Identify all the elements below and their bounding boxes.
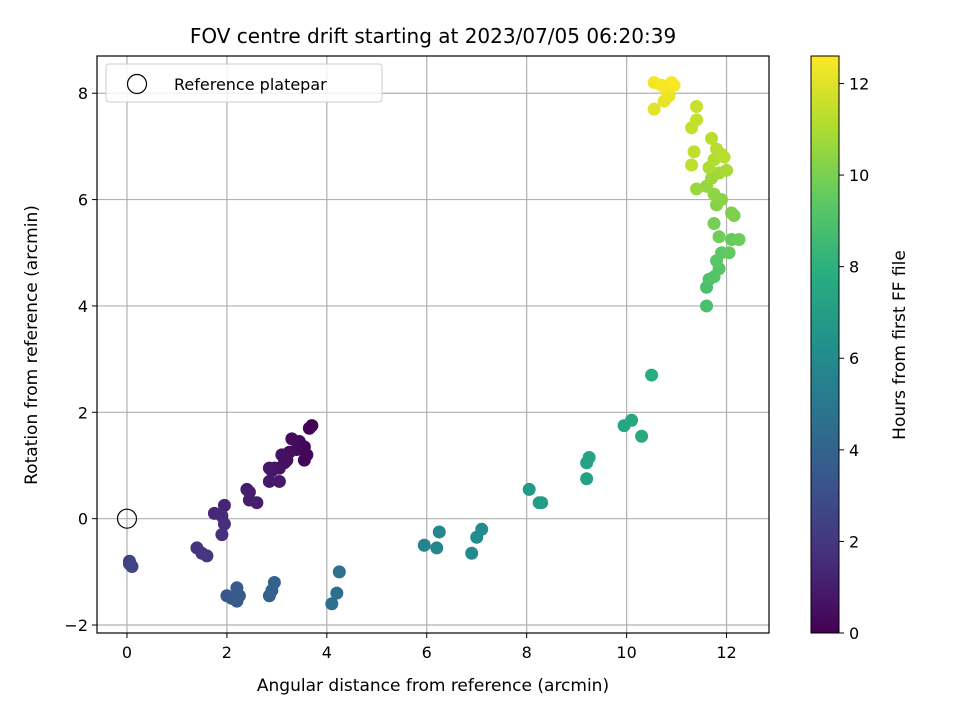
colorbar-tick-label: 8 xyxy=(849,258,859,277)
data-point xyxy=(687,145,701,159)
grid-lines xyxy=(97,56,769,633)
y-axis-title: Rotation from reference (arcmin) xyxy=(22,205,42,485)
data-point xyxy=(582,451,596,465)
data-point xyxy=(707,217,721,231)
data-point xyxy=(285,432,299,446)
data-point xyxy=(685,158,699,172)
x-tick-label: 0 xyxy=(122,643,132,662)
y-tick-label: 2 xyxy=(78,403,88,422)
data-point xyxy=(302,421,316,435)
data-point xyxy=(217,498,231,512)
data-point xyxy=(635,429,649,443)
data-point xyxy=(217,517,231,531)
data-point xyxy=(645,368,659,382)
data-point xyxy=(267,575,281,589)
data-point xyxy=(227,591,241,605)
colorbar xyxy=(810,55,840,634)
y-tick-label: 6 xyxy=(78,191,88,210)
data-point xyxy=(522,482,536,496)
legend-marker-icon xyxy=(126,73,148,95)
data-point xyxy=(125,560,139,574)
data-point xyxy=(720,163,734,177)
data-point xyxy=(580,472,594,486)
data-point xyxy=(272,474,286,488)
legend: Reference platepar xyxy=(105,63,383,103)
colorbar-ticks: 0 2 4 6 8 10 12 xyxy=(839,74,869,643)
data-point xyxy=(262,461,276,475)
data-point xyxy=(655,78,669,92)
data-point xyxy=(262,474,276,488)
data-point xyxy=(690,113,704,127)
y-tick-label: −2 xyxy=(64,616,88,635)
data-point xyxy=(690,100,704,114)
data-point xyxy=(430,541,444,555)
colorbar-tick-label: 12 xyxy=(849,74,869,93)
colorbar-tick-label: 4 xyxy=(849,441,859,460)
colorbar-tick-label: 10 xyxy=(849,166,869,185)
plot-frame xyxy=(96,55,770,634)
data-point xyxy=(330,586,344,600)
data-point xyxy=(417,538,431,552)
colorbar-tick-label: 6 xyxy=(849,349,859,368)
x-tick-label: 2 xyxy=(222,643,232,662)
data-point xyxy=(215,528,229,542)
legend-label: Reference platepar xyxy=(174,75,327,94)
colorbar-tick-label: 2 xyxy=(849,532,859,551)
x-tick-label: 6 xyxy=(422,643,432,662)
colorbar-tick-label: 0 xyxy=(849,624,859,643)
axis-ticks: 0 2 4 6 8 10 12 −2 0 2 4 6 8 xyxy=(64,84,736,662)
data-point xyxy=(475,522,489,536)
plot-background xyxy=(97,56,769,633)
x-tick-label: 8 xyxy=(522,643,532,662)
data-point xyxy=(732,232,746,246)
data-point xyxy=(325,597,339,611)
data-point xyxy=(332,565,346,579)
data-point xyxy=(297,453,311,467)
data-point xyxy=(700,299,714,313)
data-point xyxy=(717,150,731,164)
data-point xyxy=(722,246,736,260)
data-point xyxy=(535,496,549,510)
data-point xyxy=(432,525,446,539)
data-point xyxy=(647,102,661,116)
reference-marker-group xyxy=(116,508,138,529)
reference-platepar-marker xyxy=(116,508,138,529)
data-point xyxy=(275,448,289,462)
data-point xyxy=(690,182,704,196)
y-tick-label: 4 xyxy=(78,297,88,316)
data-point xyxy=(705,131,719,145)
data-point xyxy=(250,496,264,510)
data-point xyxy=(200,549,214,563)
data-point xyxy=(625,413,639,427)
x-tick-label: 10 xyxy=(616,643,636,662)
data-point xyxy=(725,206,739,220)
data-point xyxy=(230,581,244,595)
data-point xyxy=(465,546,479,560)
x-tick-label: 12 xyxy=(716,643,736,662)
legend-box xyxy=(105,63,383,103)
chart-title: FOV centre drift starting at 2023/07/05 … xyxy=(190,24,676,48)
data-point xyxy=(667,78,681,92)
y-tick-label: 8 xyxy=(78,84,88,103)
y-tick-label: 0 xyxy=(78,510,88,529)
data-point xyxy=(712,230,726,244)
x-tick-label: 4 xyxy=(322,643,332,662)
x-axis-title: Angular distance from reference (arcmin) xyxy=(257,676,609,696)
scatter-series xyxy=(122,76,746,611)
colorbar-title: Hours from first FF file xyxy=(890,250,910,440)
